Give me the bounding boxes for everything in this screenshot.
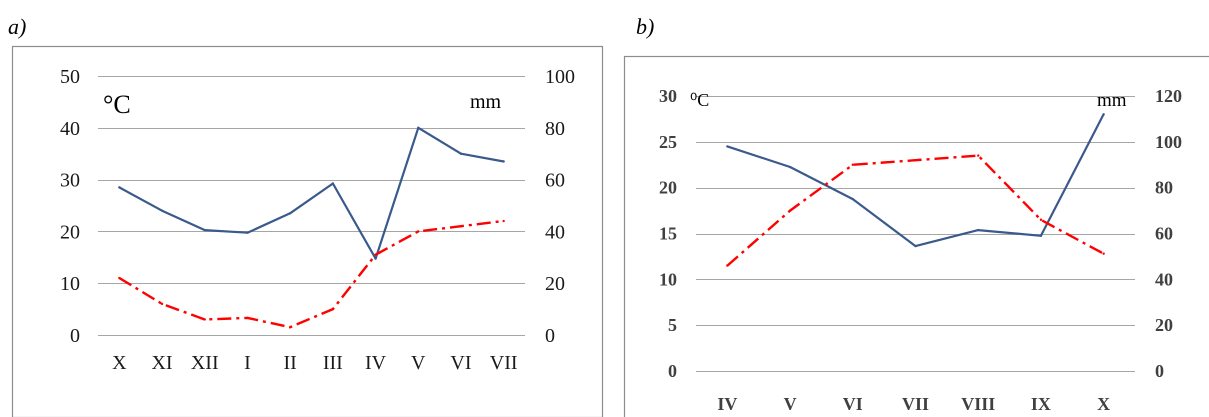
chart-b-left-tick-label: 25 bbox=[659, 132, 677, 152]
chart-a-series-1-point bbox=[331, 307, 335, 311]
chart-b-left-tick-label: 5 bbox=[668, 315, 677, 335]
chart-b-series-0-point bbox=[977, 228, 980, 232]
chart-b-series-1-point bbox=[851, 163, 854, 166]
chart-a-series-1-point bbox=[288, 326, 292, 329]
chart-a-series-1-point bbox=[502, 219, 505, 223]
chart-a-right-tick-label: 60 bbox=[545, 170, 565, 192]
chart-b-category-label: IV bbox=[717, 394, 737, 414]
chart-b-series-0-point bbox=[788, 165, 792, 169]
chart-a-right-tick-label: 80 bbox=[545, 118, 565, 140]
chart-a-series-1-point bbox=[374, 253, 377, 256]
chart-b-left-tick-label: 0 bbox=[668, 361, 677, 381]
chart-b-series-1-point bbox=[788, 209, 792, 212]
chart-a-category-label: II bbox=[283, 352, 296, 374]
chart-a-right-tick-label: 40 bbox=[545, 221, 565, 243]
chart-a-category-label: IV bbox=[365, 352, 387, 374]
chart-a-left-tick-label: 40 bbox=[60, 118, 80, 140]
chart-a-series-solid-line bbox=[118, 126, 504, 260]
chart-a-series-1-point bbox=[417, 230, 420, 233]
chart-b-category-label: X bbox=[1097, 394, 1110, 414]
chart-b: 0 5 10 15 20 25 30 0 20 40 60 80 100 120 IV V VI VII VIII I… bbox=[659, 86, 1182, 414]
chart-a-series-0-point bbox=[288, 212, 292, 215]
chart-b-series-0-point bbox=[726, 145, 729, 148]
chart-a-category-label: VI bbox=[450, 352, 471, 374]
chart-a-category-label: V bbox=[411, 352, 426, 374]
chart-a-series-0-point bbox=[203, 228, 206, 232]
chart-a-series-1-point bbox=[459, 225, 463, 228]
chart-a-category-label: XII bbox=[191, 352, 219, 374]
chart-b-series-dashdot-line bbox=[726, 154, 1105, 267]
chart-b-series-1-point bbox=[914, 158, 917, 162]
chart-a-category-label: VII bbox=[490, 352, 518, 374]
chart-b-series-1-point bbox=[1102, 252, 1105, 255]
chart-b-series-0-point bbox=[851, 197, 854, 201]
chart-b-frame bbox=[623, 55, 1209, 417]
chart-b-left-unit-label: ⁰C bbox=[690, 90, 709, 110]
chart-a-series-0-point bbox=[246, 231, 249, 234]
chart-b-left-tick-label: 10 bbox=[659, 269, 677, 289]
panel-b-label: b) bbox=[636, 14, 655, 39]
chart-b-series-1-point bbox=[726, 264, 729, 267]
chart-a-series-0-point bbox=[502, 160, 505, 163]
chart-b-left-tick-label: 15 bbox=[659, 224, 677, 244]
chart-b-category-label: IX bbox=[1031, 394, 1051, 414]
chart-b-left-tick-label: 20 bbox=[659, 178, 677, 198]
chart-a-left-tick-label: 20 bbox=[60, 221, 80, 243]
chart-b-right-tick-label: 0 bbox=[1155, 361, 1164, 381]
chart-b-right-tick-label: 120 bbox=[1155, 86, 1182, 106]
panel-a-label: a) bbox=[8, 14, 27, 39]
chart-a-series-0-point bbox=[331, 182, 335, 185]
chart-b-category-label: VII bbox=[902, 394, 929, 414]
chart-b-series-solid-line bbox=[727, 113, 1105, 248]
chart-a-series-0-point bbox=[374, 257, 377, 260]
chart-a-category-label: III bbox=[323, 352, 343, 374]
chart-b-category-label: VI bbox=[843, 394, 863, 414]
chart-a-left-tick-label: 30 bbox=[60, 170, 80, 192]
chart-a-series-0-point bbox=[417, 126, 420, 129]
chart-a-frame bbox=[11, 45, 604, 417]
chart-a-series-1-point bbox=[160, 302, 164, 306]
chart-a-right-unit-label: mm bbox=[470, 91, 502, 113]
chart-a-right-tick-label: 20 bbox=[545, 273, 565, 295]
chart-b-right-tick-label: 80 bbox=[1155, 178, 1173, 198]
chart-b-right-tick-label: 100 bbox=[1155, 132, 1182, 152]
chart-a-series-0-point bbox=[459, 152, 463, 155]
chart-b-right-tick-label: 60 bbox=[1155, 224, 1173, 244]
chart-b-series-1-point bbox=[977, 154, 980, 157]
chart-b-right-tick-label: 20 bbox=[1155, 315, 1173, 335]
chart-a-left-tick-label: 0 bbox=[70, 325, 80, 347]
chart-b-series-1-point bbox=[1039, 218, 1043, 221]
chart-a-series-dashdot-line bbox=[118, 219, 504, 329]
chart-b-right-tick-label: 40 bbox=[1155, 269, 1173, 289]
chart-b-category-label: V bbox=[784, 394, 797, 414]
chart-a-series-0-point bbox=[160, 209, 164, 212]
chart-b-left-tick-label: 30 bbox=[659, 86, 677, 106]
chart-a-category-label: I bbox=[244, 352, 251, 374]
chart-b-category-label: VIII bbox=[961, 394, 995, 414]
chart-a-series-1-point bbox=[118, 276, 121, 280]
chart-a-series-1-point bbox=[246, 316, 249, 320]
chart-b-right-unit-label: mm bbox=[1097, 90, 1127, 111]
chart-a-left-tick-label: 50 bbox=[60, 66, 80, 88]
chart-a-right-tick-label: 0 bbox=[545, 325, 555, 347]
chart-a-category-label: XI bbox=[151, 352, 172, 374]
chart-a-left-unit-label: °C bbox=[103, 90, 131, 119]
chart-a-category-label: X bbox=[112, 352, 127, 374]
chart-a-right-tick-label: 100 bbox=[545, 66, 575, 88]
chart-a-series-0-point bbox=[118, 186, 121, 189]
chart-b-series-0-point bbox=[914, 244, 917, 248]
chart-b-series-0-point bbox=[1102, 113, 1105, 116]
chart-a-left-tick-label: 10 bbox=[60, 273, 80, 295]
chart-a-series-1-point bbox=[203, 318, 206, 321]
chart-b-series-0-point bbox=[1039, 234, 1043, 237]
